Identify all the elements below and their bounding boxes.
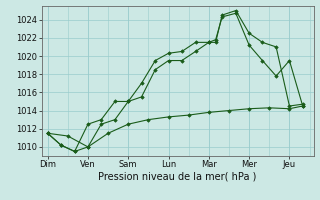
X-axis label: Pression niveau de la mer( hPa ): Pression niveau de la mer( hPa )	[99, 172, 257, 182]
